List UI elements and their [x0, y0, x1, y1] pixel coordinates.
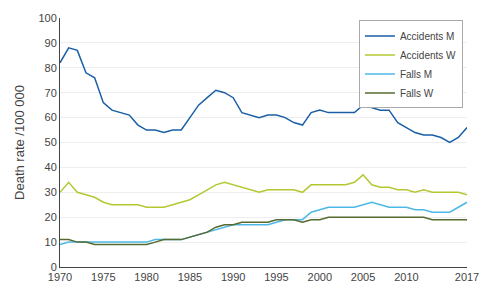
svg-text:Death rate /100 000: Death rate /100 000 — [12, 85, 27, 200]
svg-text:1970: 1970 — [48, 271, 72, 283]
svg-text:1975: 1975 — [91, 271, 115, 283]
svg-text:70: 70 — [45, 87, 57, 99]
svg-text:Falls W: Falls W — [400, 88, 434, 99]
svg-text:40: 40 — [45, 161, 57, 173]
svg-text:2010: 2010 — [394, 271, 418, 283]
svg-text:Accidents W: Accidents W — [400, 50, 456, 61]
svg-text:Accidents M: Accidents M — [400, 31, 454, 42]
svg-text:1985: 1985 — [178, 271, 202, 283]
svg-text:1995: 1995 — [264, 271, 288, 283]
svg-text:60: 60 — [45, 111, 57, 123]
svg-text:30: 30 — [45, 186, 57, 198]
svg-text:10: 10 — [45, 236, 57, 248]
svg-text:2017: 2017 — [455, 271, 479, 283]
svg-text:20: 20 — [45, 211, 57, 223]
svg-text:80: 80 — [45, 62, 57, 74]
svg-text:1990: 1990 — [221, 271, 245, 283]
svg-text:2005: 2005 — [351, 271, 375, 283]
svg-text:50: 50 — [45, 136, 57, 148]
svg-text:0: 0 — [51, 261, 57, 273]
svg-text:1980: 1980 — [134, 271, 158, 283]
svg-text:Falls M: Falls M — [400, 69, 432, 80]
svg-text:100: 100 — [38, 12, 56, 24]
svg-text:90: 90 — [45, 37, 57, 49]
svg-text:2000: 2000 — [308, 271, 332, 283]
